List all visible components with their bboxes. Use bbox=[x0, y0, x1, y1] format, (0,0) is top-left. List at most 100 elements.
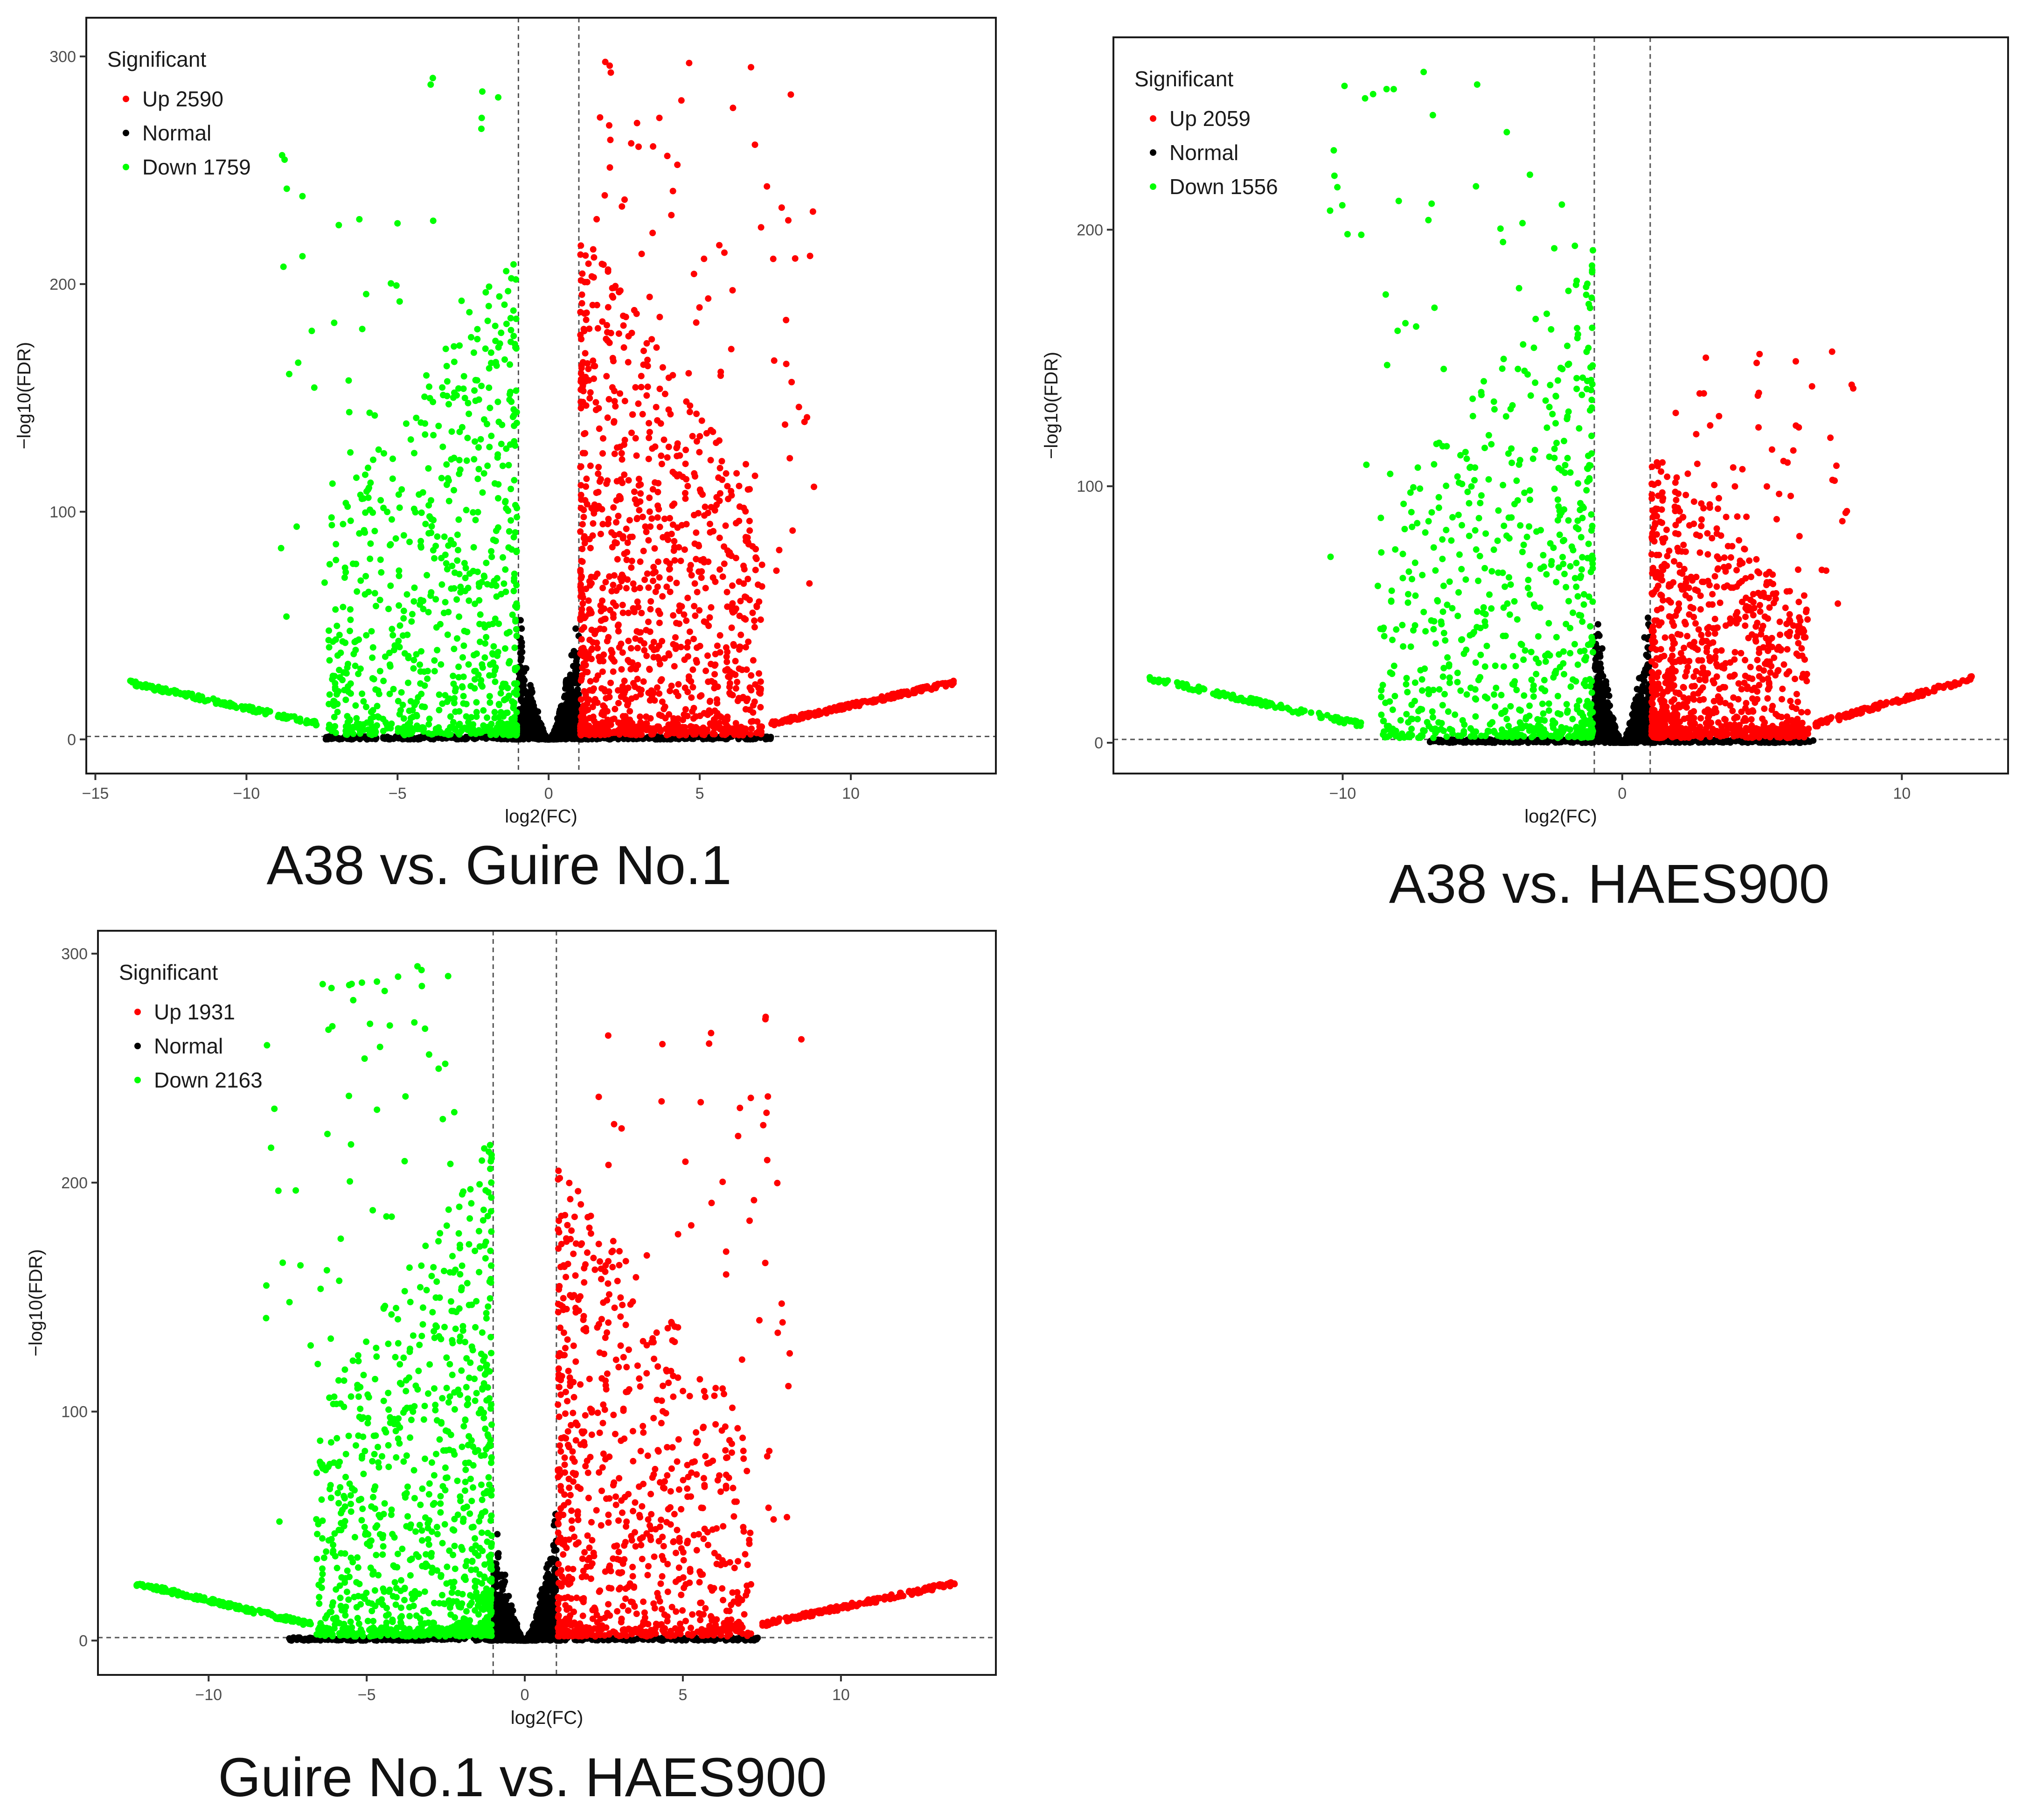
point-down bbox=[408, 618, 415, 625]
point-up bbox=[653, 404, 660, 411]
point-down bbox=[356, 530, 363, 537]
point-down bbox=[495, 94, 502, 101]
point-up bbox=[633, 694, 640, 701]
point-up bbox=[683, 476, 690, 483]
point-down bbox=[295, 359, 302, 366]
point-up bbox=[716, 632, 723, 639]
point-up bbox=[638, 373, 645, 380]
point-up bbox=[586, 687, 593, 694]
point-up bbox=[689, 432, 696, 439]
point-down bbox=[476, 583, 483, 590]
point-up bbox=[778, 204, 785, 211]
point-normal bbox=[654, 733, 661, 740]
point-down bbox=[388, 516, 395, 523]
point-up bbox=[806, 580, 813, 587]
point-up bbox=[621, 437, 628, 444]
point-down bbox=[461, 395, 468, 402]
point-up bbox=[631, 586, 638, 593]
point-down bbox=[374, 703, 381, 710]
point-up bbox=[664, 531, 671, 538]
point-up bbox=[782, 421, 788, 428]
point-up bbox=[640, 348, 647, 355]
point-up bbox=[690, 635, 697, 642]
point-down bbox=[490, 643, 497, 650]
point-normal bbox=[569, 726, 575, 733]
point-up bbox=[578, 645, 585, 652]
point-normal bbox=[520, 686, 527, 693]
point-up bbox=[582, 350, 589, 357]
point-up bbox=[711, 679, 718, 686]
point-up bbox=[905, 691, 912, 698]
point-down bbox=[362, 509, 369, 516]
point-down bbox=[388, 280, 395, 287]
point-up bbox=[593, 639, 600, 646]
point-up bbox=[705, 622, 712, 629]
point-down bbox=[373, 603, 379, 609]
point-down bbox=[507, 327, 514, 334]
point-down bbox=[347, 690, 354, 697]
point-up bbox=[758, 723, 765, 730]
point-down bbox=[405, 731, 412, 738]
point-down bbox=[437, 621, 444, 628]
point-up bbox=[637, 498, 644, 505]
point-down bbox=[424, 572, 431, 579]
point-down bbox=[192, 696, 199, 703]
point-down bbox=[374, 713, 381, 720]
point-normal bbox=[415, 736, 422, 743]
point-up bbox=[716, 242, 723, 249]
point-down bbox=[445, 498, 452, 504]
point-up bbox=[577, 309, 584, 315]
point-down bbox=[311, 384, 318, 391]
point-down bbox=[363, 632, 370, 639]
point-up bbox=[626, 517, 633, 524]
point-up bbox=[700, 556, 707, 563]
point-down bbox=[399, 701, 406, 708]
point-normal bbox=[564, 735, 571, 741]
point-up bbox=[632, 384, 639, 391]
point-down bbox=[444, 392, 451, 399]
point-down bbox=[430, 547, 437, 554]
point-down bbox=[326, 701, 333, 708]
point-up bbox=[599, 318, 606, 325]
point-down bbox=[472, 438, 478, 445]
point-up bbox=[749, 609, 756, 616]
point-up bbox=[590, 246, 597, 253]
point-down bbox=[428, 530, 435, 536]
point-down bbox=[357, 577, 364, 584]
point-up bbox=[619, 203, 626, 210]
point-down bbox=[458, 727, 465, 734]
point-up bbox=[647, 606, 654, 613]
point-up bbox=[645, 455, 652, 462]
point-down bbox=[471, 668, 478, 675]
point-up bbox=[687, 723, 694, 730]
point-up bbox=[646, 434, 653, 441]
point-down bbox=[418, 509, 425, 516]
point-down bbox=[413, 651, 420, 658]
point-up bbox=[769, 718, 776, 725]
point-down bbox=[470, 509, 477, 516]
point-up bbox=[590, 357, 597, 364]
point-down bbox=[370, 676, 377, 683]
point-up bbox=[615, 628, 622, 635]
y-tick-label: 0 bbox=[67, 731, 76, 749]
point-up bbox=[721, 560, 728, 567]
point-up bbox=[671, 557, 678, 564]
point-up bbox=[786, 455, 793, 462]
point-down bbox=[371, 412, 378, 419]
point-up bbox=[665, 406, 672, 413]
point-up bbox=[579, 384, 586, 391]
point-up bbox=[789, 714, 796, 721]
point-down bbox=[488, 720, 495, 727]
y-tick-label: 300 bbox=[49, 48, 76, 66]
point-up bbox=[758, 224, 765, 231]
point-up bbox=[580, 506, 587, 513]
point-down bbox=[510, 261, 517, 268]
point-up bbox=[634, 645, 641, 651]
point-down bbox=[451, 645, 458, 652]
point-down bbox=[512, 665, 519, 672]
point-up bbox=[719, 731, 726, 738]
x-axis-title: log2(FC) bbox=[505, 806, 577, 827]
point-down bbox=[501, 580, 507, 587]
point-up bbox=[721, 718, 728, 725]
